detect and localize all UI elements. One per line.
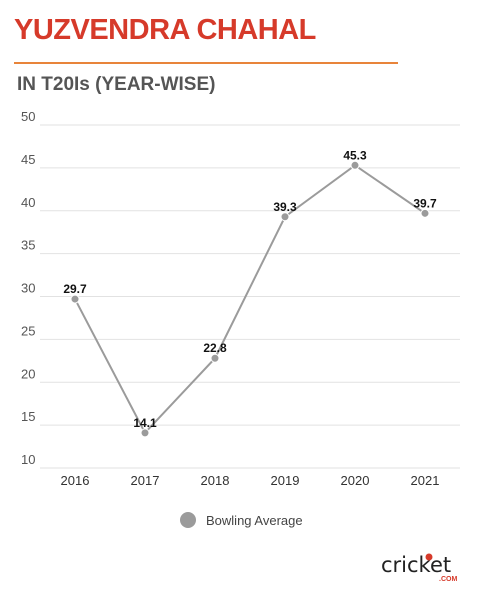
y-tick-label: 30 bbox=[21, 281, 35, 296]
y-tick-label: 45 bbox=[21, 152, 35, 167]
data-label: 39.7 bbox=[413, 196, 437, 210]
y-tick-label: 50 bbox=[21, 109, 35, 124]
data-label: 29.7 bbox=[63, 282, 87, 296]
cricket-com-logo: cricket .COM bbox=[381, 553, 457, 583]
legend-swatch-bowling-average bbox=[180, 512, 196, 528]
y-tick-label: 25 bbox=[21, 323, 35, 338]
data-point bbox=[280, 212, 290, 222]
y-tick-label: 35 bbox=[21, 238, 35, 253]
data-label: 14.1 bbox=[133, 416, 157, 430]
x-tick-label: 2019 bbox=[271, 473, 300, 488]
data-point bbox=[70, 294, 80, 304]
x-tick-label: 2021 bbox=[411, 473, 440, 488]
data-point bbox=[420, 208, 430, 218]
y-tick-label: 15 bbox=[21, 409, 35, 424]
data-label: 39.3 bbox=[273, 200, 297, 214]
chart-subtitle: IN T20Is (YEAR-WISE) bbox=[17, 74, 216, 95]
y-tick-label: 40 bbox=[21, 195, 35, 210]
data-point bbox=[140, 428, 150, 438]
legend-label: Bowling Average bbox=[206, 512, 303, 528]
x-tick-label: 2016 bbox=[61, 473, 90, 488]
title-underline bbox=[14, 62, 398, 64]
data-point bbox=[350, 160, 360, 170]
series-line bbox=[74, 164, 426, 435]
data-label: 22.8 bbox=[203, 341, 227, 355]
legend: Bowling Average bbox=[180, 512, 303, 528]
logo-ball-icon bbox=[425, 553, 433, 561]
x-tick-label: 2017 bbox=[131, 473, 160, 488]
logo-suffix: .COM bbox=[439, 576, 457, 583]
data-point bbox=[210, 353, 220, 363]
x-tick-label: 2020 bbox=[341, 473, 370, 488]
y-tick-label: 10 bbox=[21, 452, 35, 467]
y-tick-label: 20 bbox=[21, 366, 35, 381]
logo-text: cricket bbox=[381, 553, 451, 577]
chart-title: YUZVENDRA CHAHAL bbox=[14, 14, 316, 46]
data-label: 45.3 bbox=[343, 148, 367, 162]
x-tick-label: 2018 bbox=[201, 473, 230, 488]
